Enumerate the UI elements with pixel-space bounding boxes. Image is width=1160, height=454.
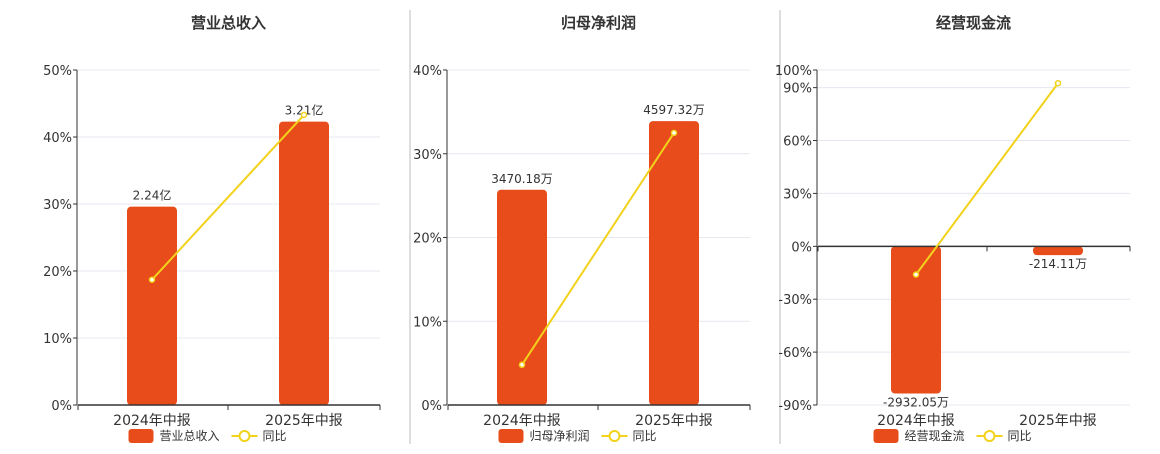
bar-data-label: 3470.18万 [491, 172, 553, 186]
yoy-point [148, 276, 156, 283]
y-tick-label: 20% [43, 265, 72, 280]
legend-line-marker [983, 430, 996, 442]
legend-bar-swatch [873, 429, 899, 443]
y-tick-label: -30% [778, 293, 812, 308]
chart-1: 营业总收入 0% 10% 20% 30% 40% 50% 2.24亿 3.21亿 2024年中报 2… [43, 14, 381, 443]
legend-bar-label: 经营现金流 [905, 428, 965, 443]
y-tick-label: 50% [43, 64, 72, 79]
legend-bar-label: 归母净利润 [530, 429, 590, 443]
y-tick-label: 10% [413, 315, 442, 330]
x-tick-label: 2024年中报 [113, 413, 191, 429]
x-tick-label: 2025年中报 [1019, 413, 1097, 429]
chart-title: 营业总收入 [191, 14, 266, 32]
bar [649, 121, 699, 406]
y-tick-label: 30% [413, 148, 442, 163]
chart-title: 归母净利润 [561, 14, 636, 32]
bar-data-label: -2932.05万 [883, 396, 949, 410]
y-tick-label: 90% [783, 82, 812, 97]
bar-data-label: 3.21亿 [285, 103, 324, 118]
legend-bar-label: 营业总收入 [160, 429, 220, 443]
yoy-point [670, 129, 678, 137]
x-tick-label: 2024年中报 [877, 413, 955, 429]
yoy-point [912, 271, 920, 278]
bar-data-label: -214.11万 [1029, 257, 1087, 271]
y-tick-label: 30% [783, 187, 812, 202]
chart-2: 归母净利润 0% 10% 20% 30% 40% 3470.18万 4597.32万 2024年… [413, 14, 751, 443]
y-tick-label: 0% [421, 399, 442, 414]
x-tick-label: 2025年中报 [635, 413, 713, 429]
bar [891, 246, 941, 394]
legend-line-label: 同比 [633, 429, 657, 443]
bar-data-label: 4597.32万 [643, 103, 705, 117]
yoy-point [1054, 79, 1062, 87]
y-tick-label: 0% [791, 240, 812, 255]
bar [127, 206, 177, 405]
x-tick-label: 2025年中报 [265, 413, 343, 429]
bar-data-label: 2.24亿 [133, 188, 172, 203]
legend-line-marker [238, 430, 251, 442]
yoy-point [300, 111, 308, 119]
legend-bar-swatch [128, 429, 154, 443]
yoy-point [518, 361, 526, 369]
y-tick-label: 20% [413, 232, 442, 247]
y-tick-label: 0% [51, 399, 72, 414]
y-tick-label: 100% [775, 64, 812, 79]
y-tick-label: 40% [413, 64, 442, 79]
chart-title: 经营现金流 [936, 14, 1011, 32]
y-tick-label: -60% [778, 346, 812, 361]
y-tick-label: 60% [783, 135, 812, 150]
y-tick-label: 10% [43, 332, 72, 347]
legend-line-marker [608, 430, 621, 442]
legend-line-label: 同比 [263, 429, 287, 443]
y-tick-label: 30% [43, 198, 72, 213]
y-tick-label: 40% [43, 131, 72, 146]
yoy-line [151, 114, 305, 281]
bar [497, 189, 547, 405]
bar [1033, 246, 1083, 256]
x-tick-label: 2024年中报 [483, 413, 561, 429]
legend-line-label: 同比 [1008, 429, 1032, 443]
yoy-line [915, 82, 1059, 276]
y-tick-label: -90% [778, 399, 812, 414]
chart-3: 经营现金流 -90% -60% -30% 0% 30% 60% 90% 100% -2932.05… [775, 14, 1131, 443]
legend-bar-swatch [498, 429, 524, 443]
bar [279, 121, 329, 405]
yoy-line [521, 132, 675, 366]
